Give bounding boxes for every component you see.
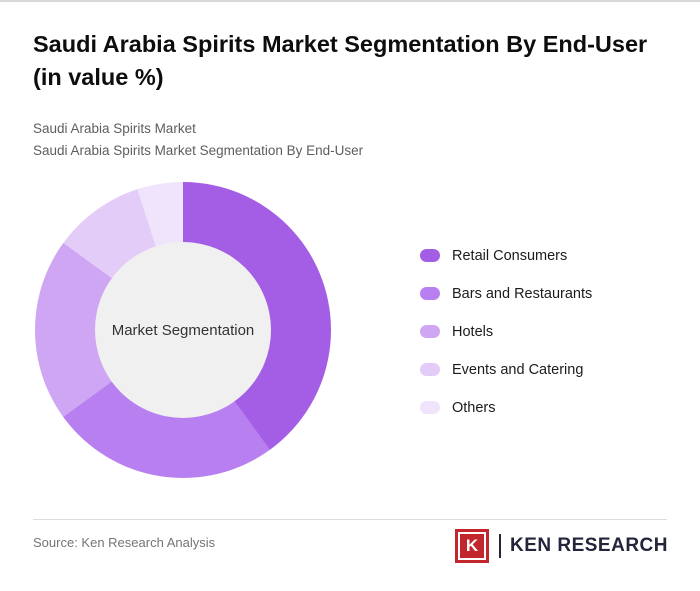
logo-separator (498, 534, 501, 558)
legend-item: Retail Consumers (420, 247, 592, 264)
legend-swatch-icon (420, 325, 440, 338)
source-text: Source: Ken Research Analysis (33, 535, 216, 550)
ken-research-logo: K KEN RESEARCH (454, 529, 668, 563)
legend-swatch-icon (420, 401, 440, 414)
legend-item-label: Others (452, 399, 496, 416)
divider (33, 519, 667, 520)
legend-item: Bars and Restaurants (420, 285, 593, 302)
chart-subtitles: Saudi Arabia Spirits Market Saudi Arabia… (33, 118, 363, 161)
ken-research-logo-icon: K (454, 529, 489, 563)
donut-hole: Market Segmentation (95, 242, 271, 418)
page-title: Saudi Arabia Spirits Market Segmentation… (33, 31, 648, 91)
legend: Retail Consumers Bars and Restaurants Ho… (420, 248, 592, 438)
chart-subtitle-1: Saudi Arabia Spirits Market (33, 121, 196, 136)
legend-swatch-icon (420, 287, 440, 300)
legend-item-label: Hotels (452, 323, 494, 340)
donut-center-label: Market Segmentation (111, 321, 255, 339)
legend-item-label: Events and Catering (452, 361, 584, 378)
ken-research-logo-letter: K (459, 534, 484, 558)
legend-item-label: Retail Consumers (452, 247, 568, 264)
legend-swatch-icon (420, 249, 440, 262)
legend-item: Events and Catering (420, 361, 592, 378)
legend-item: Hotels (420, 323, 592, 340)
legend-item-label: Bars and Restaurants (452, 285, 593, 302)
ken-research-logo-text: KEN RESEARCH (509, 535, 668, 556)
legend-swatch-icon (420, 363, 440, 376)
legend-item: Others (420, 399, 592, 416)
chart-subtitle-2: Saudi Arabia Spirits Market Segmentation… (33, 142, 364, 158)
donut-chart-container: Market Segmentation (35, 182, 331, 478)
